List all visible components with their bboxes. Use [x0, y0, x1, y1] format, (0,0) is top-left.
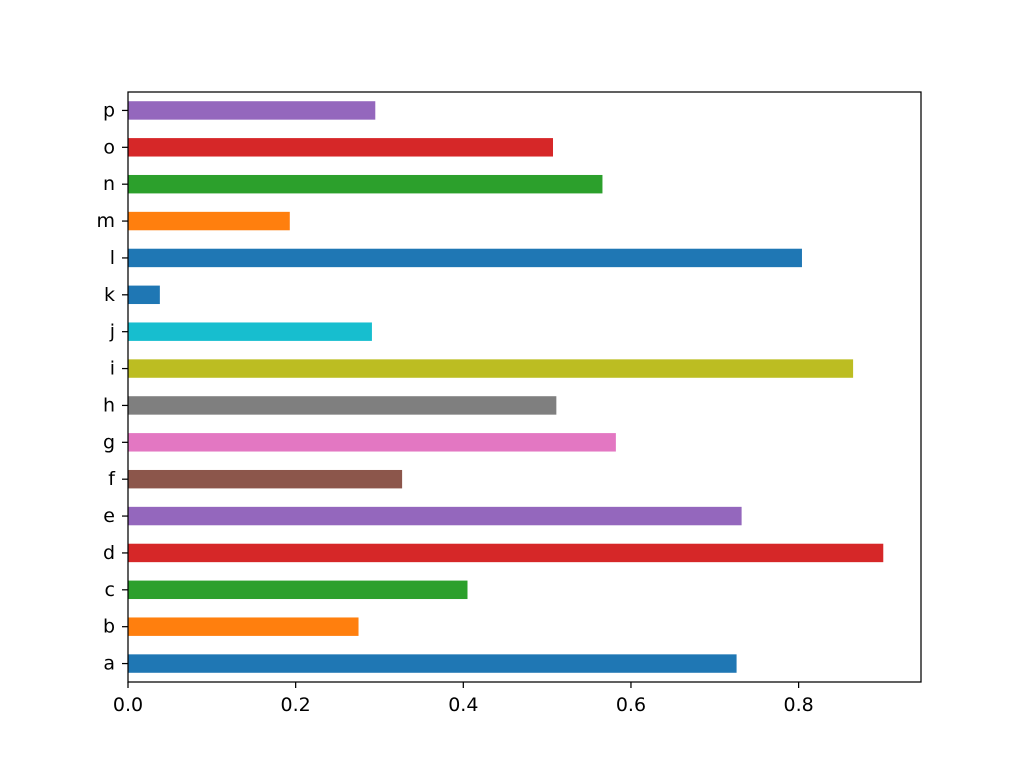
- y-tick-label: o: [103, 136, 115, 158]
- bar-j: [128, 322, 372, 341]
- y-tick-label: e: [103, 505, 115, 527]
- y-tick-label: f: [108, 468, 116, 490]
- y-tick-label: b: [103, 616, 115, 638]
- x-tick-label: 0.4: [448, 694, 478, 716]
- y-tick-label: d: [103, 542, 115, 564]
- bar-l: [128, 248, 802, 268]
- x-tick-label: 0.8: [784, 694, 814, 716]
- y-tick-label: c: [105, 579, 115, 601]
- bar-f: [128, 469, 403, 489]
- plot-frame: [127, 91, 922, 683]
- y-tick-label: g: [103, 431, 115, 453]
- x-tick-label: 0.6: [616, 694, 646, 716]
- y-tick-label: i: [110, 358, 115, 380]
- bar-d: [128, 543, 884, 563]
- bar-h: [128, 396, 557, 415]
- bar-n: [128, 174, 603, 194]
- bar-p: [128, 101, 376, 120]
- bars-layer: [128, 101, 884, 673]
- bar-g: [128, 433, 616, 452]
- bar-m: [128, 211, 290, 231]
- y-tick-label: l: [110, 247, 115, 269]
- y-tick-label: m: [96, 210, 115, 232]
- x-tick-label: 0.2: [281, 694, 311, 716]
- y-tick-label: n: [103, 173, 115, 195]
- y-tick-label: j: [109, 321, 115, 343]
- bar-k: [128, 285, 160, 305]
- y-tick-label: p: [103, 99, 115, 121]
- bar-b: [128, 617, 359, 636]
- bar-e: [128, 506, 742, 526]
- x-tick-label: 0.0: [113, 694, 143, 716]
- bar-o: [128, 138, 554, 157]
- y-tick-label: a: [103, 653, 115, 675]
- bar-a: [128, 654, 737, 673]
- y-tick-label: k: [104, 284, 115, 306]
- y-tick-label: h: [103, 394, 115, 416]
- x-axis: 0.0 0.2 0.4 0.6 0.8: [113, 682, 814, 716]
- bar-i: [128, 359, 854, 378]
- bar-c: [128, 580, 468, 600]
